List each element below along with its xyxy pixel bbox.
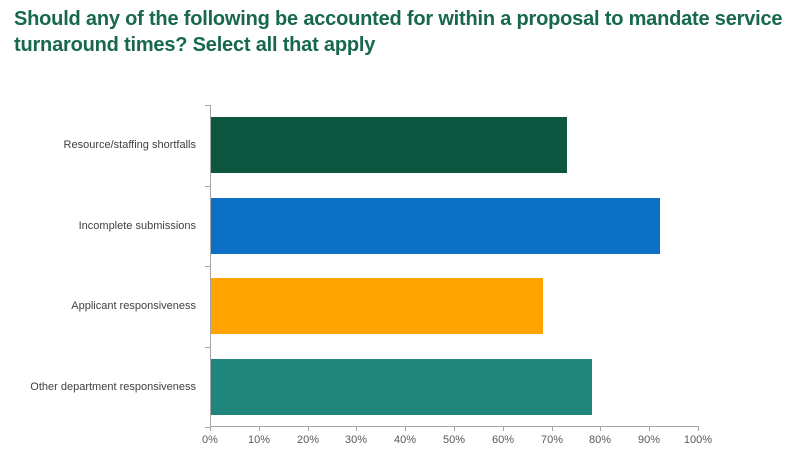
x-tick-label: 70% bbox=[540, 434, 564, 446]
x-tick-mark bbox=[600, 427, 601, 431]
category-label-incomplete-submissions: Incomplete submissions bbox=[78, 219, 196, 232]
x-tick-label: 50% bbox=[442, 434, 466, 446]
category-axis-labels: Resource/staffing shortfalls Incomplete s… bbox=[0, 105, 203, 427]
y-tick-mark bbox=[205, 105, 210, 106]
x-axis: 0% 10% 20% 30% 40% 50% 60% 70% 80% 90% 100% bbox=[202, 427, 712, 457]
x-tick-label: 100% bbox=[683, 434, 713, 446]
x-tick-label: 10% bbox=[247, 434, 271, 446]
y-tick-mark bbox=[205, 266, 210, 267]
bar-applicant-responsiveness bbox=[211, 278, 543, 335]
y-tick-mark bbox=[205, 427, 210, 428]
bar-incomplete-submissions bbox=[211, 197, 660, 254]
plot-area bbox=[210, 105, 699, 427]
x-tick-mark bbox=[454, 427, 455, 431]
y-axis-tick-marks bbox=[205, 105, 210, 428]
x-tick-label: 0% bbox=[202, 434, 218, 446]
bar-other-department-responsiveness bbox=[211, 358, 592, 415]
x-tick-label: 60% bbox=[491, 434, 515, 446]
category-label-resource-staffing-shortfalls: Resource/staffing shortfalls bbox=[63, 139, 196, 152]
category-label-other-department-responsiveness: Other department responsiveness bbox=[30, 380, 196, 393]
x-tick-mark bbox=[210, 427, 211, 431]
x-tick-label: 20% bbox=[296, 434, 320, 446]
x-tick-mark bbox=[259, 427, 260, 431]
category-label-applicant-responsiveness: Applicant responsiveness bbox=[71, 300, 196, 313]
y-tick-mark bbox=[205, 347, 210, 348]
x-tick-label: 30% bbox=[344, 434, 368, 446]
x-tick-label: 80% bbox=[588, 434, 612, 446]
x-tick-label: 40% bbox=[393, 434, 417, 446]
x-tick-mark bbox=[649, 427, 650, 431]
x-tick-mark bbox=[308, 427, 309, 431]
y-tick-mark bbox=[205, 186, 210, 187]
x-tick-label: 90% bbox=[637, 434, 661, 446]
x-tick-mark bbox=[503, 427, 504, 431]
x-tick-mark bbox=[405, 427, 406, 431]
bar-resource-staffing-shortfalls bbox=[211, 117, 567, 174]
x-tick-mark bbox=[356, 427, 357, 431]
x-tick-mark bbox=[552, 427, 553, 431]
x-tick-mark bbox=[698, 427, 699, 431]
chart-title: Should any of the following be accounted… bbox=[14, 8, 783, 56]
